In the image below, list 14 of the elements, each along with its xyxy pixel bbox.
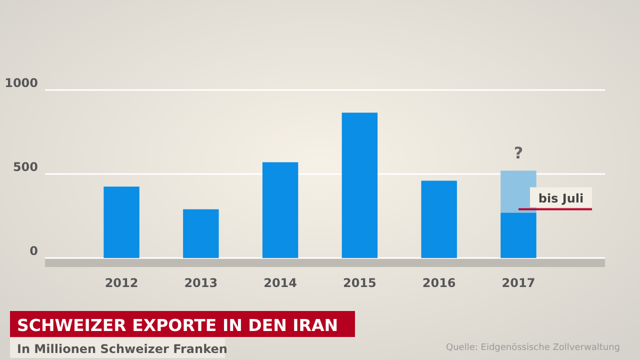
x-tick-label: 2014 (264, 276, 298, 290)
y-tick-label: 0 (30, 244, 38, 258)
y-tick-label: 1000 (4, 76, 38, 90)
y-tick-label: 500 (12, 160, 38, 174)
text: In Millionen Schweizer Franken (17, 342, 228, 356)
source-note: Quelle: Eidgenössische Zollverwaltung (446, 343, 620, 353)
text: SCHWEIZER EXPORTE IN DEN IRAN (17, 316, 338, 335)
x-tick-label: 2015 (342, 276, 376, 290)
annotation: ? (514, 144, 524, 163)
x-tick-label: 2012 (104, 276, 138, 290)
x-tick-label: 2013 (184, 276, 218, 290)
x-tick-label: 2017 (502, 276, 536, 290)
x-tick-label: 2016 (422, 276, 456, 290)
ref-line-label: bis Juli (538, 191, 584, 206)
